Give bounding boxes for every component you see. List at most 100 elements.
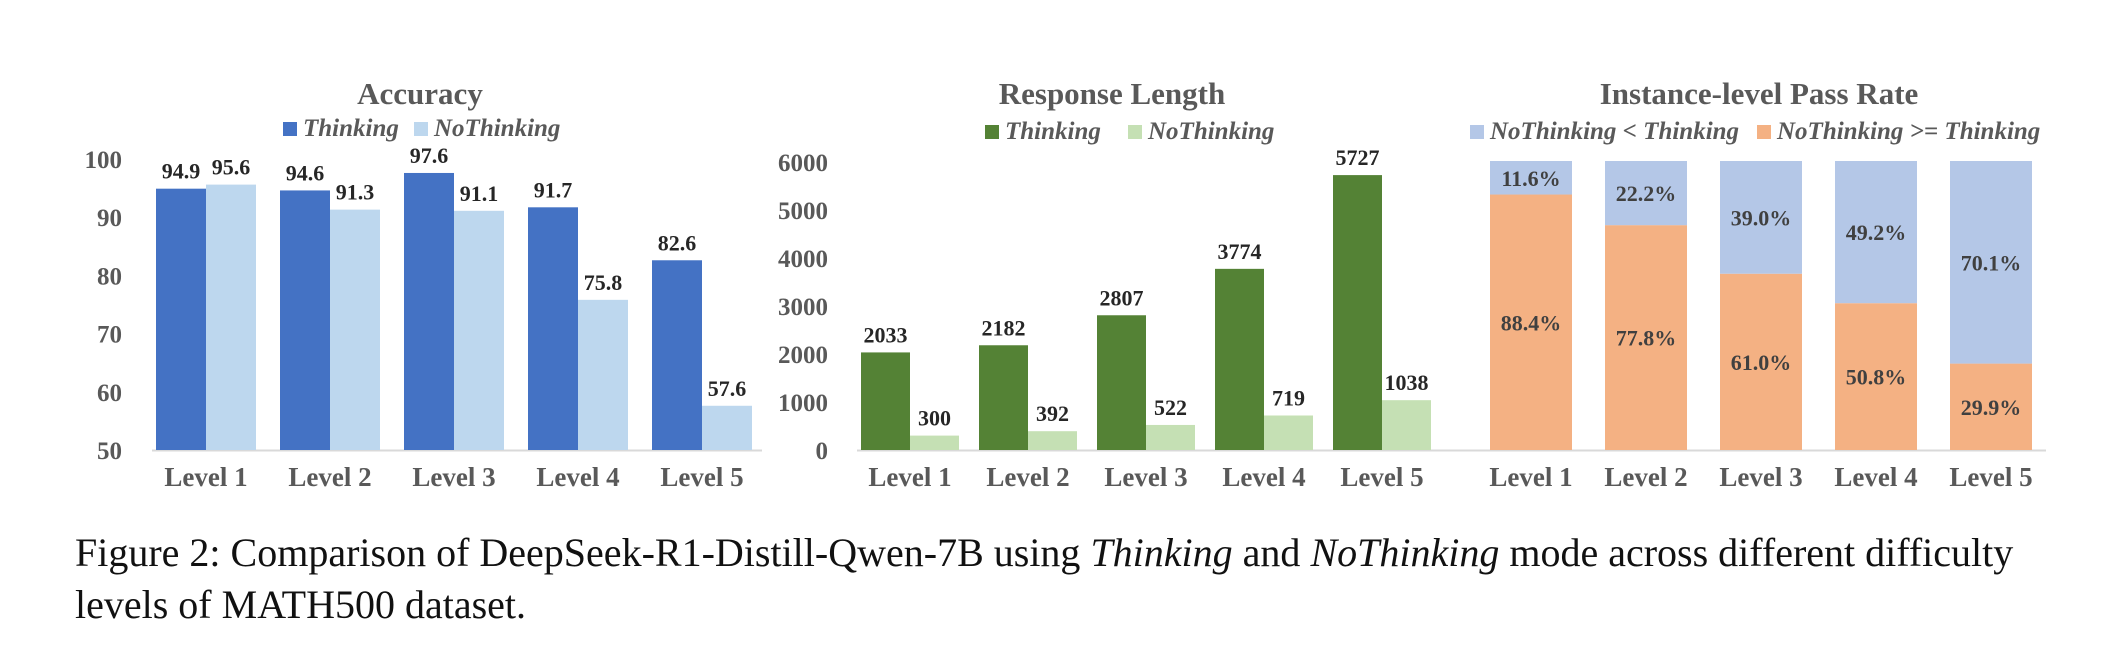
bar-nothinking-level-5 — [702, 405, 752, 450]
data-label-thinking-level-1: 2033 — [864, 322, 908, 347]
legend-swatch-nothinking — [1128, 125, 1142, 139]
data-label-thinking-level-2: 2182 — [982, 315, 1026, 340]
legend-label-nothinking: NoThinking — [1147, 118, 1274, 145]
legend-swatch-nothinking-thinking — [1470, 125, 1484, 139]
bar-nothinking-level-4 — [578, 299, 628, 450]
legend-swatch-nothinking — [414, 122, 428, 136]
y-tick-label: 4000 — [778, 246, 828, 273]
bar-thinking-level-4 — [1215, 268, 1264, 450]
legend-swatch-thinking — [283, 122, 297, 136]
caption-suffix: mode across different difficulty levels … — [75, 530, 2014, 627]
bar-thinking-level-2 — [280, 190, 330, 451]
bar-nothinking-level-3 — [454, 210, 504, 450]
data-label-thinking-level-4: 3774 — [1218, 239, 1262, 264]
bar-nothinking-thinking-level-3 — [1720, 161, 1802, 274]
data-label-nothinking-thinking-level-3: 61.0% — [1731, 350, 1792, 375]
figure-caption: Figure 2: Comparison of DeepSeek-R1-Dist… — [75, 527, 2075, 631]
x-tick-label: Level 4 — [1834, 462, 1917, 492]
y-tick-label: 6000 — [778, 150, 828, 177]
data-label-nothinking-thinking-level-4: 50.8% — [1846, 365, 1907, 390]
bar-nothinking-thinking-level-1 — [1490, 194, 1572, 450]
data-label-nothinking-thinking-level-2: 22.2% — [1616, 181, 1677, 206]
data-label-nothinking-level-3: 522 — [1154, 395, 1187, 420]
data-label-nothinking-level-2: 392 — [1036, 401, 1069, 426]
bar-thinking-level-1 — [156, 188, 206, 450]
caption-term-nothinking: NoThinking — [1310, 530, 1500, 575]
x-tick-label: Level 5 — [1949, 462, 2032, 492]
data-label-nothinking-level-2: 91.3 — [336, 180, 375, 205]
bar-thinking-level-5 — [652, 260, 702, 450]
x-tick-label: Level 3 — [1719, 462, 1802, 492]
bar-thinking-level-1 — [861, 352, 910, 450]
chart-title: Accuracy — [357, 76, 483, 111]
data-label-nothinking-thinking-level-1: 11.6% — [1501, 166, 1560, 191]
y-tick-label: 60 — [97, 380, 122, 407]
data-label-thinking-level-5: 5727 — [1336, 145, 1380, 170]
data-label-nothinking-level-3: 91.1 — [460, 181, 499, 206]
legend-swatch-nothinking-thinking — [1757, 125, 1771, 139]
data-label-nothinking-thinking-level-4: 49.2% — [1846, 220, 1907, 245]
bar-thinking-level-3 — [404, 172, 454, 450]
data-label-nothinking-level-4: 719 — [1272, 385, 1305, 410]
data-label-nothinking-thinking-level-2: 77.8% — [1616, 326, 1677, 351]
bar-nothinking-level-2 — [330, 209, 380, 450]
accuracy-chart: Accuracy Thinking NoThinking 50 60 70 80 90 100 L… — [85, 76, 762, 492]
data-label-nothinking-level-4: 75.8 — [584, 270, 623, 295]
y-tick-label: 3000 — [778, 294, 828, 321]
x-tick-label: Level 4 — [1222, 462, 1305, 492]
bar-nothinking-thinking-level-3 — [1720, 273, 1802, 450]
caption-prefix: Figure 2: Comparison of DeepSeek-R1-Dist… — [75, 530, 1091, 575]
y-tick-label: 50 — [97, 438, 122, 465]
bar-thinking-level-4 — [528, 207, 578, 450]
response-length-chart: Response Length Thinking NoThinking 0 1000 20… — [778, 76, 1473, 492]
x-tick-label: Level 2 — [986, 462, 1069, 492]
bar-nothinking-thinking-level-5 — [1950, 363, 2032, 450]
y-tick-label: 1000 — [778, 390, 828, 417]
x-tick-label: Level 1 — [1489, 462, 1572, 492]
data-label-nothinking-thinking-level-5: 29.9% — [1961, 395, 2022, 420]
y-tick-label: 90 — [97, 205, 122, 232]
data-label-thinking-level-1: 94.9 — [162, 159, 201, 184]
data-label-thinking-level-3: 2807 — [1100, 285, 1144, 310]
chart-title: Instance-level Pass Rate — [1600, 76, 1919, 111]
bar-nothinking-thinking-level-2 — [1605, 161, 1687, 226]
data-label-thinking-level-5: 82.6 — [658, 230, 697, 255]
bar-nothinking-thinking-level-5 — [1950, 161, 2032, 364]
data-label-nothinking-thinking-level-3: 39.0% — [1731, 205, 1792, 230]
caption-mid: and — [1232, 530, 1311, 575]
data-label-nothinking-level-5: 57.6 — [708, 376, 747, 401]
bar-nothinking-level-5 — [1382, 400, 1431, 450]
data-label-thinking-level-3: 97.6 — [410, 143, 449, 168]
data-label-nothinking-level-5: 1038 — [1385, 370, 1429, 395]
legend-label-nothinking: NoThinking — [433, 115, 560, 142]
bar-nothinking-level-1 — [206, 184, 256, 450]
bar-nothinking-thinking-level-4 — [1835, 303, 1917, 450]
x-tick-label: Level 5 — [660, 462, 743, 492]
bar-nothinking-thinking-level-1 — [1490, 161, 1572, 195]
caption-term-thinking: Thinking — [1090, 530, 1233, 575]
legend-swatch-thinking — [985, 125, 999, 139]
x-tick-label: Level 5 — [1340, 462, 1423, 492]
data-label-thinking-level-2: 94.6 — [286, 160, 325, 185]
bar-nothinking-thinking-level-4 — [1835, 161, 1917, 304]
x-tick-label: Level 2 — [1604, 462, 1687, 492]
data-label-nothinking-thinking-level-1: 88.4% — [1501, 310, 1562, 335]
bar-thinking-level-2 — [979, 345, 1028, 450]
figure: Accuracy Thinking NoThinking 50 60 70 80 90 100 L… — [85, 76, 2046, 492]
bar-nothinking-level-1 — [910, 435, 959, 450]
legend-label-nothinking-thinking: NoThinking >= Thinking — [1776, 118, 2040, 145]
y-tick-label: 0 — [816, 438, 829, 465]
bar-thinking-level-5 — [1333, 175, 1382, 450]
bar-nothinking-level-4 — [1264, 415, 1313, 450]
legend-label-thinking: Thinking — [1005, 118, 1101, 145]
bar-nothinking-level-3 — [1146, 424, 1195, 450]
legend-label-nothinking-thinking: NoThinking < Thinking — [1489, 118, 1739, 145]
x-tick-label: Level 3 — [412, 462, 495, 492]
chart-title: Response Length — [999, 76, 1226, 111]
data-label-thinking-level-4: 91.7 — [534, 177, 573, 202]
bar-nothinking-level-2 — [1028, 431, 1077, 450]
data-label-nothinking-level-1: 95.6 — [212, 155, 251, 180]
data-label-nothinking-level-1: 300 — [918, 406, 951, 431]
y-tick-label: 2000 — [778, 342, 828, 369]
pass-rate-chart: Instance-level Pass Rate NoThinking < Thi… — [1470, 76, 2046, 492]
